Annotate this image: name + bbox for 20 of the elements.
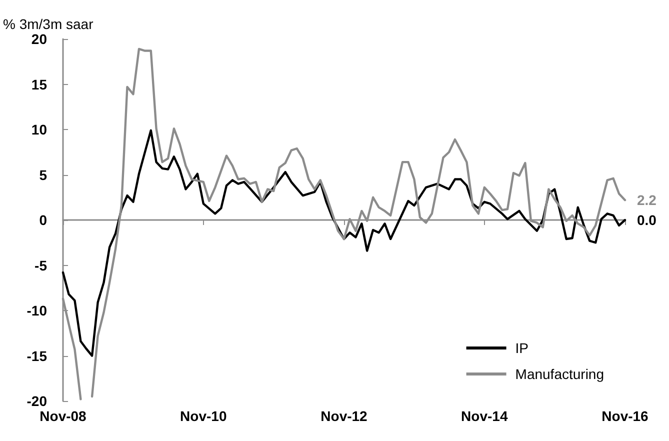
y-tick-label: 0 xyxy=(39,212,48,228)
y-tick-label: 20 xyxy=(31,31,48,47)
line-series xyxy=(62,129,626,357)
y-tick-label: -10 xyxy=(26,302,48,318)
y-tick-label: 5 xyxy=(39,166,48,183)
data-label: 2.2 xyxy=(637,192,657,208)
x-tick-label: Nov-12 xyxy=(320,408,368,424)
y-tick-label: -5 xyxy=(34,257,48,274)
y-tick-label: -20 xyxy=(26,393,48,409)
data-label: 0.0 xyxy=(637,212,657,228)
x-tick-label: Nov-10 xyxy=(180,408,227,424)
x-tick-label: Nov-08 xyxy=(40,408,87,424)
y-axis-title: % 3m/3m saar xyxy=(3,16,94,32)
y-tick-label: 15 xyxy=(31,76,48,92)
legend-label: IP xyxy=(515,340,529,356)
x-tick-label: Nov-16 xyxy=(602,408,649,424)
y-tick-label: 10 xyxy=(31,122,48,138)
legend-label: Manufacturing xyxy=(515,366,604,382)
x-tick-label: Nov-14 xyxy=(461,408,508,424)
y-tick-label: -15 xyxy=(26,348,48,364)
